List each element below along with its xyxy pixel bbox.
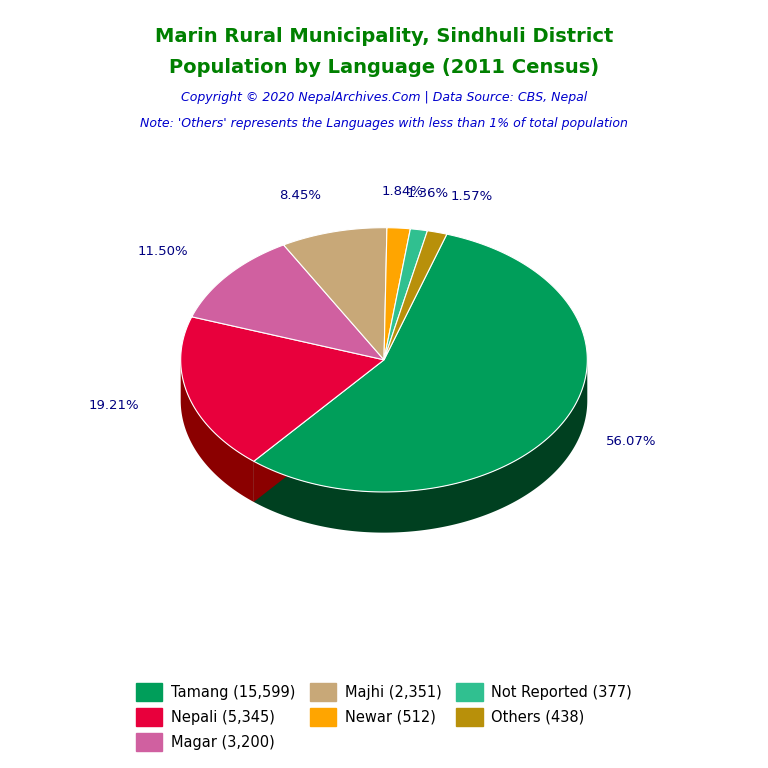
Polygon shape: [192, 245, 384, 360]
Polygon shape: [384, 229, 428, 360]
Polygon shape: [180, 360, 253, 502]
Polygon shape: [180, 317, 384, 462]
Polygon shape: [384, 227, 410, 360]
Text: 1.84%: 1.84%: [382, 184, 423, 197]
Polygon shape: [253, 360, 588, 533]
Legend: Tamang (15,599), Nepali (5,345), Magar (3,200), Majhi (2,351), Newar (512), Not : Tamang (15,599), Nepali (5,345), Magar (…: [130, 677, 638, 757]
Text: Copyright © 2020 NepalArchives.Com | Data Source: CBS, Nepal: Copyright © 2020 NepalArchives.Com | Dat…: [181, 91, 587, 104]
Text: 8.45%: 8.45%: [279, 190, 321, 203]
Text: Population by Language (2011 Census): Population by Language (2011 Census): [169, 58, 599, 77]
Text: Note: 'Others' represents the Languages with less than 1% of total population: Note: 'Others' represents the Languages …: [140, 117, 628, 130]
Text: 1.36%: 1.36%: [406, 187, 449, 200]
Text: Marin Rural Municipality, Sindhuli District: Marin Rural Municipality, Sindhuli Distr…: [155, 27, 613, 46]
Polygon shape: [253, 360, 384, 502]
Polygon shape: [384, 230, 447, 360]
Text: 56.07%: 56.07%: [607, 435, 657, 448]
Polygon shape: [283, 227, 387, 360]
Text: 19.21%: 19.21%: [88, 399, 139, 412]
Polygon shape: [253, 234, 588, 492]
Text: 1.57%: 1.57%: [451, 190, 493, 203]
Polygon shape: [253, 360, 384, 502]
Text: 11.50%: 11.50%: [138, 245, 188, 258]
